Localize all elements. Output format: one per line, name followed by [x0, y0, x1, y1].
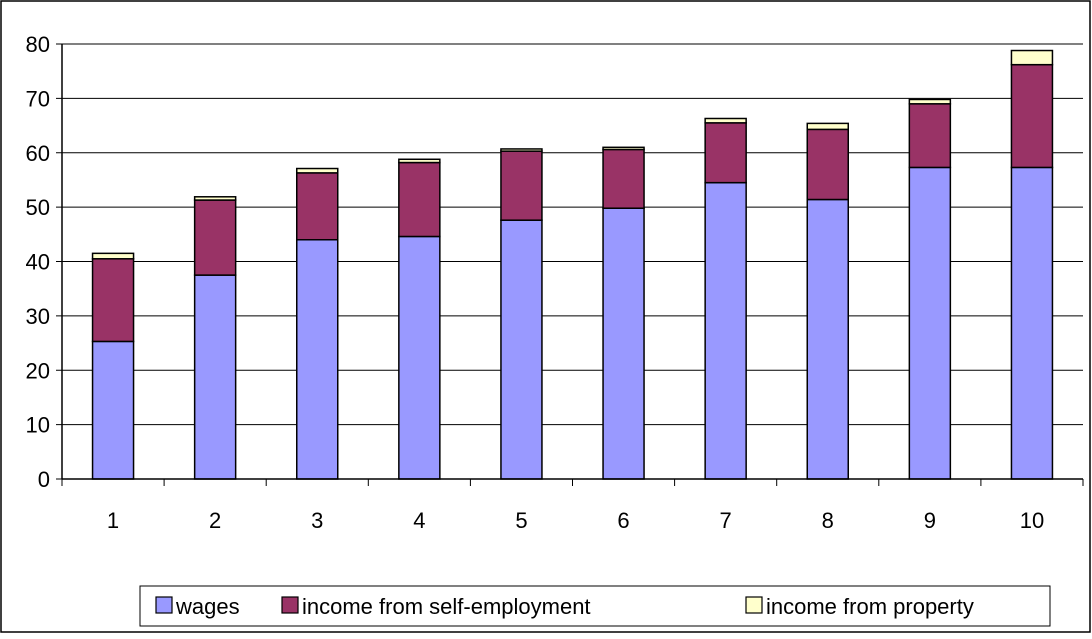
- y-tick-label: 20: [26, 358, 50, 383]
- y-tick-label: 30: [26, 304, 50, 329]
- y-tick-label: 50: [26, 195, 50, 220]
- bar-segment-self-employment: [602, 148, 645, 209]
- bar-segment-self-employment: [296, 172, 339, 241]
- x-tick-label: 10: [1020, 508, 1044, 533]
- axes: 0 10 20 30 40 50 60 70 80 1 2 3 4 5 6 7 8 9 10: [26, 32, 1084, 533]
- legend-label: income from self-employment: [302, 594, 591, 619]
- bar-segment-wages: [91, 340, 135, 480]
- x-tick-label: 8: [822, 508, 834, 533]
- bar-segment-property: [704, 117, 747, 124]
- bar-segment-wages: [398, 235, 441, 480]
- bar-segment-wages: [806, 198, 849, 480]
- bar-segment-property: [806, 122, 849, 131]
- bar-segment-self-employment: [193, 199, 237, 276]
- y-tick-label: 0: [38, 467, 50, 492]
- y-tick-label: 80: [26, 32, 50, 57]
- x-tick-label: 1: [107, 508, 119, 533]
- bar-segment-property: [602, 146, 645, 151]
- bar-segment-wages: [908, 166, 952, 480]
- bar-segment-self-employment: [908, 103, 952, 169]
- bar-segment-property: [500, 148, 543, 152]
- legend-label: income from property: [766, 594, 974, 619]
- bar-segment-self-employment: [1010, 63, 1054, 169]
- legend-swatch: [155, 596, 173, 614]
- bar-segment-self-employment: [704, 122, 747, 184]
- bar-segment-wages: [602, 207, 645, 480]
- x-tick-label: 4: [413, 508, 425, 533]
- bar-segment-property: [908, 98, 952, 105]
- bar-segment-property: [91, 252, 135, 260]
- bar-segment-self-employment: [806, 128, 849, 201]
- bars: [91, 49, 1054, 480]
- y-tick-label: 40: [26, 250, 50, 275]
- legend-swatch: [281, 596, 299, 614]
- x-tick-label: 6: [617, 508, 629, 533]
- bar-segment-property: [398, 158, 441, 164]
- legend-swatch: [745, 596, 763, 614]
- bar-segment-wages: [500, 219, 543, 480]
- bar-segment-self-employment: [398, 161, 441, 238]
- x-tick-label: 7: [720, 508, 732, 533]
- legend: wages income from self-employment income f…: [139, 585, 1051, 627]
- bar-segment-self-employment: [500, 150, 543, 221]
- bar-segment-wages: [296, 239, 339, 480]
- y-tick-label: 10: [26, 413, 50, 438]
- legend-label: wages: [175, 594, 240, 619]
- x-tick-label: 9: [924, 508, 936, 533]
- bar-segment-property: [1010, 49, 1054, 66]
- x-tick-label: 3: [311, 508, 323, 533]
- bar-segment-wages: [704, 181, 747, 480]
- x-tick-label: 2: [209, 508, 221, 533]
- bar-segment-property: [296, 167, 339, 174]
- bar-segment-wages: [193, 274, 237, 480]
- bar-segment-property: [193, 196, 237, 201]
- y-tick-label: 60: [26, 141, 50, 166]
- x-tick-label: 5: [515, 508, 527, 533]
- bar-segment-wages: [1010, 166, 1054, 480]
- y-tick-label: 70: [26, 86, 50, 111]
- bar-segment-self-employment: [91, 258, 135, 343]
